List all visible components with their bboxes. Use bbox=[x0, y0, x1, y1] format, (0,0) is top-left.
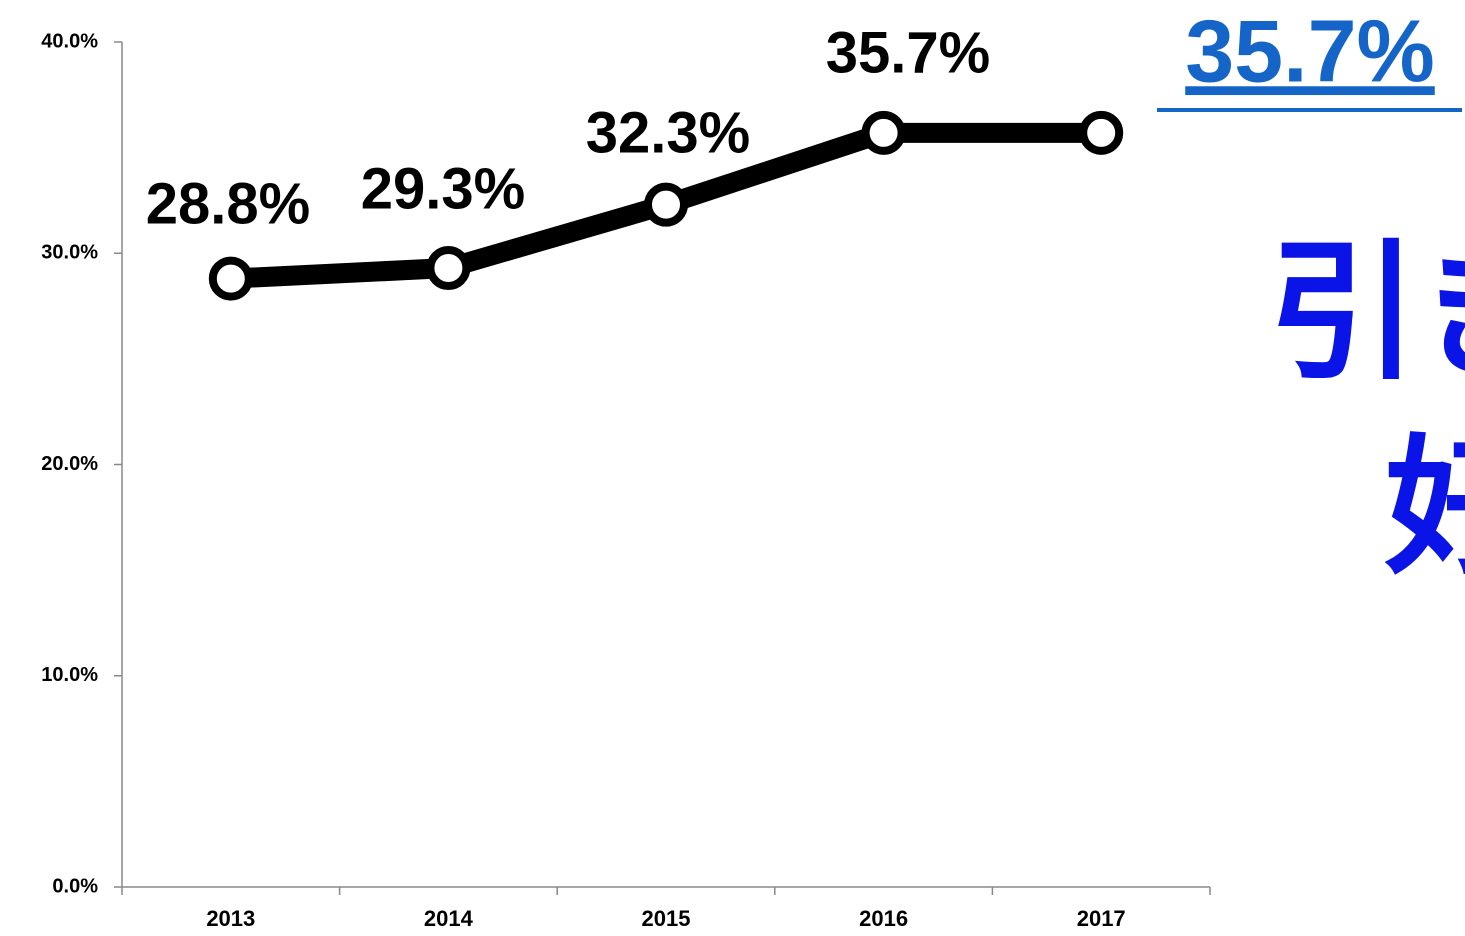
y-tick-label: 30.0% bbox=[41, 242, 98, 264]
marker bbox=[208, 256, 253, 301]
y-tick-label: 0.0% bbox=[52, 875, 98, 897]
data-label: 35.7% bbox=[826, 20, 990, 85]
annotation: 好 bbox=[1384, 424, 1465, 592]
x-tick-label: 2014 bbox=[424, 906, 474, 931]
y-tick-label: 10.0% bbox=[41, 664, 98, 686]
x-tick-label: 2015 bbox=[642, 906, 691, 931]
x-tick-label: 2017 bbox=[1077, 906, 1126, 931]
x-tick-label: 2013 bbox=[206, 906, 255, 931]
x-tick-label: 2016 bbox=[859, 906, 908, 931]
marker bbox=[644, 182, 688, 227]
marker bbox=[1079, 110, 1124, 155]
data-label: 28.8% bbox=[146, 171, 310, 236]
annotation: 引き bbox=[1268, 229, 1465, 397]
data-label: 32.3% bbox=[586, 100, 750, 165]
y-tick-label: 40.0% bbox=[41, 30, 98, 52]
marker bbox=[861, 110, 906, 155]
y-tick-label: 20.0% bbox=[41, 453, 98, 475]
marker bbox=[426, 246, 471, 291]
data-label: 35.7% bbox=[1185, 1, 1435, 100]
data-label: 29.3% bbox=[361, 156, 525, 221]
